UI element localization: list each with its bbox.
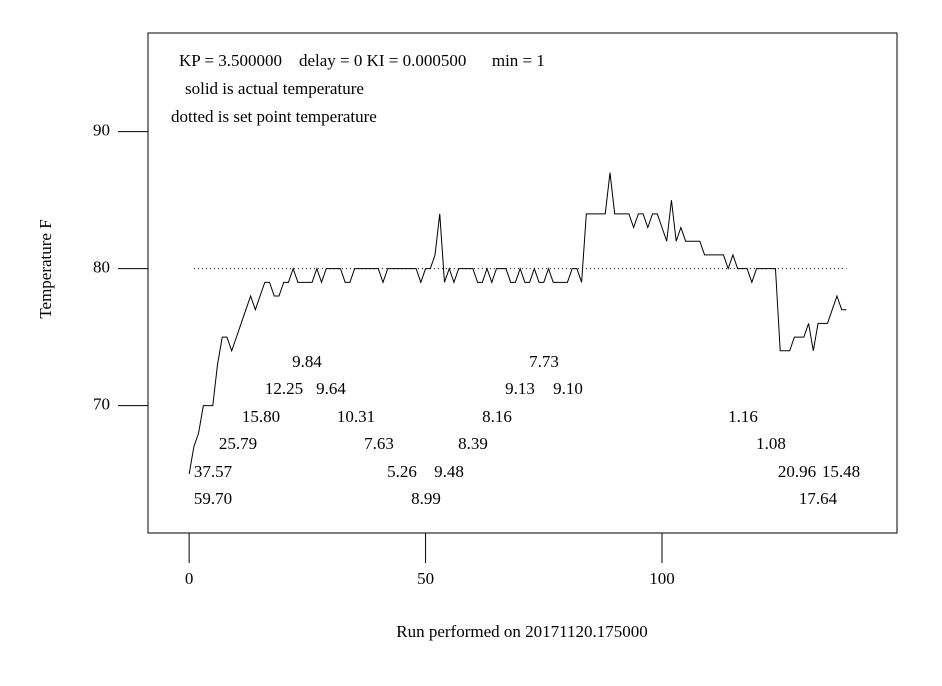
annotation: 9.48 xyxy=(434,462,464,481)
note: dotted is set point temperature xyxy=(171,107,377,126)
annotation: 9.64 xyxy=(316,379,346,398)
plot-box xyxy=(147,32,898,534)
y-tick-label: 90 xyxy=(93,121,110,140)
annotation: 17.64 xyxy=(799,489,838,508)
annotation: 20.96 xyxy=(778,462,816,481)
x-tick-label: 50 xyxy=(417,569,434,588)
y-tick-label: 70 xyxy=(93,395,110,414)
annotation: 8.16 xyxy=(482,407,512,426)
annotation: 9.10 xyxy=(553,379,583,398)
annotation: 37.57 xyxy=(194,462,233,481)
annotation: 9.84 xyxy=(292,352,322,371)
annotation: 1.08 xyxy=(756,434,786,453)
x-axis-label: Run performed on 20171120.175000 xyxy=(396,622,648,641)
note: solid is actual temperature xyxy=(185,79,364,98)
annotation: 25.79 xyxy=(219,434,257,453)
annotation: 8.39 xyxy=(458,434,488,453)
annotation: 7.73 xyxy=(529,352,559,371)
line-solid xyxy=(188,172,847,475)
annotation: 15.80 xyxy=(242,407,280,426)
annotation: 8.99 xyxy=(411,489,441,508)
note: KP = 3.500000 delay = 0 KI = 0.000500 mi… xyxy=(179,51,545,70)
x-tick-label: 100 xyxy=(649,569,675,588)
annotation: 1.16 xyxy=(728,407,758,426)
annotation: 5.26 xyxy=(387,462,417,481)
annotation: 10.31 xyxy=(337,407,375,426)
y-axis-label: Temperature F xyxy=(36,219,55,318)
annotation: 15.48 xyxy=(822,462,860,481)
x-tick-label: 0 xyxy=(185,569,194,588)
annotation: 59.70 xyxy=(194,489,232,508)
y-tick-label: 80 xyxy=(93,258,110,277)
annotation: 12.25 xyxy=(265,379,303,398)
annotation: 9.13 xyxy=(505,379,535,398)
annotation: 7.63 xyxy=(364,434,394,453)
